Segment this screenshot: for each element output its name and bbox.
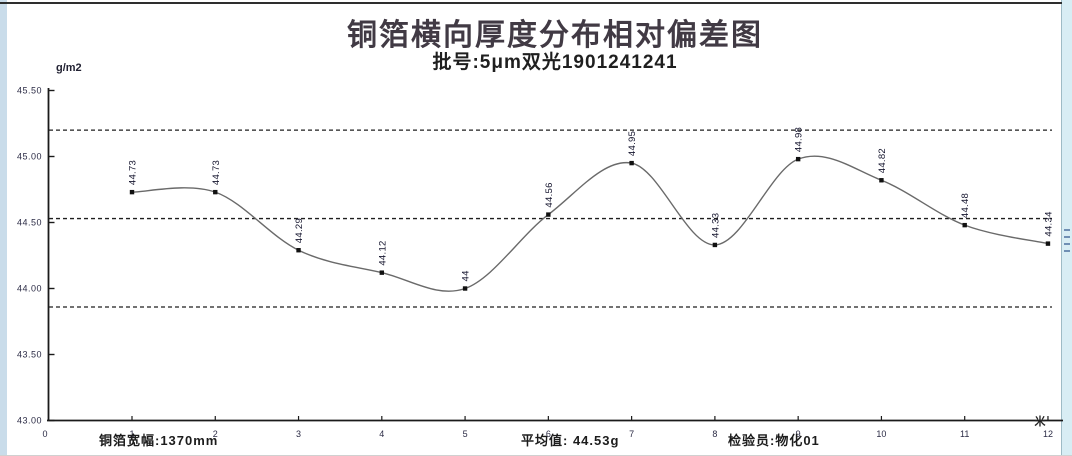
- data-point-marker: [462, 286, 468, 291]
- x-tick-label: 4: [379, 429, 384, 439]
- foil-width-annotation: 铜箔宽幅:1370mm: [99, 433, 219, 448]
- scroll-marker-dash: [1064, 250, 1070, 252]
- data-point-label: 44.34: [1043, 211, 1054, 236]
- mean-value-annotation: 平均值: 44.53g: [521, 433, 620, 448]
- x-tick-label: 0: [42, 429, 47, 439]
- scroll-marker-dash: [1064, 243, 1070, 245]
- data-point-marker: [962, 222, 967, 228]
- x-tick-label: 12: [1043, 429, 1053, 439]
- x-tick-label: 3: [296, 429, 301, 439]
- trend-curve: [131, 155, 1049, 292]
- x-tick-label: 7: [629, 429, 634, 439]
- window-top-border: [0, 2, 1062, 4]
- data-point-label: 44.48: [960, 193, 971, 218]
- y-tick-label: 43.00: [17, 416, 42, 426]
- x-tick-label: 1: [129, 429, 134, 439]
- data-point-label: 44.33: [710, 213, 721, 238]
- y-tick-label: 43.50: [17, 350, 42, 360]
- x-tick-label: 11: [960, 429, 969, 439]
- data-point-label: 44.95: [627, 131, 638, 156]
- scroll-marker-dash: [1064, 236, 1070, 238]
- window-left-edge: [0, 0, 7, 456]
- data-point-marker: [296, 248, 301, 253]
- data-point-label: 44.29: [294, 218, 305, 243]
- y-tick-label: 45.00: [17, 152, 42, 162]
- data-point-label: 44: [461, 270, 472, 281]
- inspector-annotation: 检验员:物化01: [728, 433, 820, 448]
- scroll-marker-dash: [1064, 229, 1070, 231]
- data-point-label: 44.98: [794, 127, 805, 152]
- y-axis-unit-label: g/m2: [56, 62, 82, 74]
- y-tick-label: 44.00: [17, 284, 42, 294]
- data-point-marker: [795, 156, 801, 162]
- data-point-marker: [1045, 241, 1051, 246]
- data-point-marker: [379, 270, 385, 275]
- window-right-edge: [1061, 0, 1072, 456]
- x-tick-label: 6: [546, 429, 551, 439]
- data-point-label: 44.73: [211, 160, 222, 185]
- y-tick-label: 45.50: [17, 86, 42, 96]
- data-point-label: 44.12: [377, 240, 388, 265]
- data-point-marker: [129, 189, 135, 195]
- x-tick-label: 8: [712, 429, 717, 439]
- chart-title: 铜箔横向厚度分布相对偏差图: [347, 19, 763, 52]
- data-point-marker: [879, 178, 884, 183]
- data-point-marker: [213, 189, 218, 195]
- x-tick-label: 10: [876, 429, 886, 439]
- chart-subtitle: 批号:5μm双光1901241241: [432, 52, 678, 73]
- x-tick-label: 2: [213, 429, 218, 439]
- x-tick-label: 9: [796, 429, 801, 439]
- y-tick-label: 44.50: [17, 218, 42, 228]
- data-point-label: 44.82: [877, 148, 888, 173]
- x-axis-unit-label: 米: [1034, 414, 1047, 428]
- x-tick-label: 5: [463, 429, 468, 439]
- data-point-marker: [629, 160, 634, 166]
- data-point-marker: [546, 212, 551, 217]
- data-point-label: 44.73: [128, 160, 139, 185]
- data-point-marker: [712, 242, 718, 248]
- data-point-label: 44.56: [544, 182, 555, 207]
